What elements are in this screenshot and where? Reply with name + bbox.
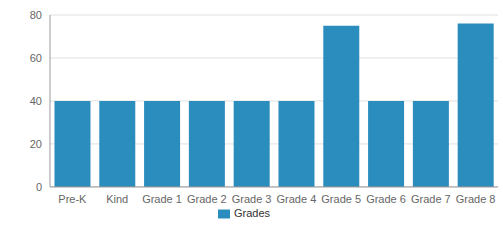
html-text:Grades: Grades bbox=[234, 206, 270, 219]
svg-text:Grade 3: Grade 3 bbox=[232, 193, 272, 205]
svg-text:20: 20 bbox=[30, 138, 42, 150]
svg-text:Pre-K: Pre-K bbox=[58, 193, 87, 205]
svg-text:Grade 7: Grade 7 bbox=[411, 193, 451, 205]
svg-text:Grade 8: Grade 8 bbox=[456, 193, 495, 205]
svg-text:40: 40 bbox=[30, 95, 42, 107]
svg-text:80: 80 bbox=[30, 9, 42, 21]
svg-text:60: 60 bbox=[30, 52, 42, 64]
svg-text:Grade 4: Grade 4 bbox=[277, 193, 317, 205]
svg-text:Grade 5: Grade 5 bbox=[321, 193, 361, 205]
svg-text:Kind: Kind bbox=[106, 193, 128, 205]
svg-text:Grade 1: Grade 1 bbox=[142, 193, 182, 205]
svg-text:0: 0 bbox=[36, 181, 42, 193]
svg-text:Grade 2: Grade 2 bbox=[187, 193, 227, 205]
svg-text:Grade 6: Grade 6 bbox=[366, 193, 406, 205]
